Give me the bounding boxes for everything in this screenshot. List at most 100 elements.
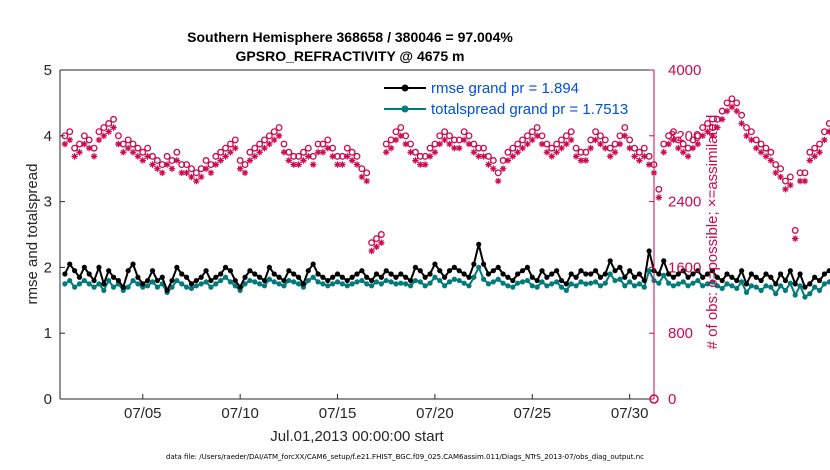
rmse-point [169,277,175,284]
obs-assimilated-point [339,161,346,168]
obs-assimilated-point [446,140,453,148]
obs-possible-point [665,132,673,140]
obs-assimilated-point [665,140,672,148]
obs-possible-point [124,136,132,144]
obs-possible-point [743,124,750,132]
obs-assimilated-point [714,124,721,131]
rmse-point [612,268,618,274]
obs-assimilated-point [275,132,283,139]
x-tick-label: 07/20 [416,405,454,422]
obs-assimilated-point [767,157,775,164]
rmse-point [67,261,73,267]
obs-possible-point [699,124,707,132]
totalspread-point [631,283,638,289]
obs-possible-point [163,152,171,160]
data-file-footnote: data file: /Users/raeder/DAI/ATM_forcXX/… [166,453,644,461]
totalspread-point [446,279,453,285]
totalspread-point [169,284,175,290]
totalspread-point [188,285,195,292]
obs-possible-point [275,124,283,132]
obs-assimilated-point [592,136,599,144]
totalspread-point [451,276,457,282]
rmse-point [476,241,482,247]
rmse-point [305,268,311,274]
rmse-point [106,268,112,274]
rmse-point [704,271,711,277]
obs-assimilated-point [417,161,424,168]
rmse-point [578,268,584,274]
obs-possible-point [265,132,273,140]
obs-possible-point [562,132,570,140]
rmse-point [310,261,316,267]
rmse-point [403,274,409,280]
totalspread-point [154,284,160,290]
totalspread-point [568,281,574,287]
obs-possible-point [782,177,789,185]
obs-assimilated-point [821,136,828,144]
obs-possible-point [626,136,634,144]
obs-assimilated-point [368,247,375,255]
y-right-tick-label: 0 [668,391,676,408]
obs-possible-point [592,128,600,136]
rmse-point [432,261,438,267]
obs-assimilated-point [358,173,366,181]
obs-assimilated-point [791,235,799,242]
obs-assimilated-point [66,136,73,144]
obs-possible-point [523,132,531,140]
obs-possible-point [95,128,103,136]
totalspread-point [232,283,238,289]
rmse-point [334,271,341,277]
obs-assimilated-point [426,153,434,160]
rmse-point [91,277,97,284]
totalspread-point [222,274,229,280]
rmse-point [291,271,297,277]
totalspread-line [64,264,830,299]
totalspread-point [826,279,830,285]
obs-possible-point [504,148,512,156]
obs-possible-point [572,144,580,152]
totalspread-point [393,281,399,287]
obs-possible-point [231,136,239,144]
rmse-point [636,271,642,277]
totalspread-point [442,283,448,289]
obs-assimilated-point [470,149,478,156]
rmse-point [544,274,550,280]
obs-assimilated-point [689,144,697,152]
obs-assimilated-point [636,157,643,164]
obs-possible-point [304,144,312,152]
totalspread-point [485,281,492,287]
totalspread-point [490,279,496,285]
obs-possible-point [183,161,191,169]
obs-assimilated-point [100,132,108,139]
totalspread-point [758,287,764,294]
obs-assimilated-point [319,149,327,156]
x-axis-ticks: 07/05 07/10 07/15 07/20 07/25 07/30 [124,394,648,422]
totalspread-point [208,284,214,290]
obs-assimilated-point [115,140,122,148]
totalspread-point [174,277,180,284]
obs-assimilated-point [120,149,127,156]
rmse-point [739,268,745,274]
obs-possible-point [85,136,93,144]
rmse-point [729,274,735,280]
rmse-point [709,268,716,274]
totalspread-point [700,283,706,289]
obs-assimilated-point [645,161,653,168]
obs-assimilated-point [378,239,385,246]
obs-assimilated-point [460,136,468,144]
obs-assimilated-point [280,149,288,156]
obs-possible-point [110,115,118,123]
totalspread-point [792,292,798,298]
obs-possible-point [762,144,770,152]
obs-assimilated-point [81,140,88,148]
totalspread-point [607,271,613,277]
obs-assimilated-point [71,153,78,160]
obs-possible-point [226,140,234,148]
totalspread-point [466,283,472,289]
totalspread-point [602,280,608,286]
totalspread-point [724,281,730,287]
rmse-point [320,274,326,280]
obs-possible-point [153,157,161,164]
obs-assimilated-point [621,132,628,139]
rmse-point [588,271,594,277]
